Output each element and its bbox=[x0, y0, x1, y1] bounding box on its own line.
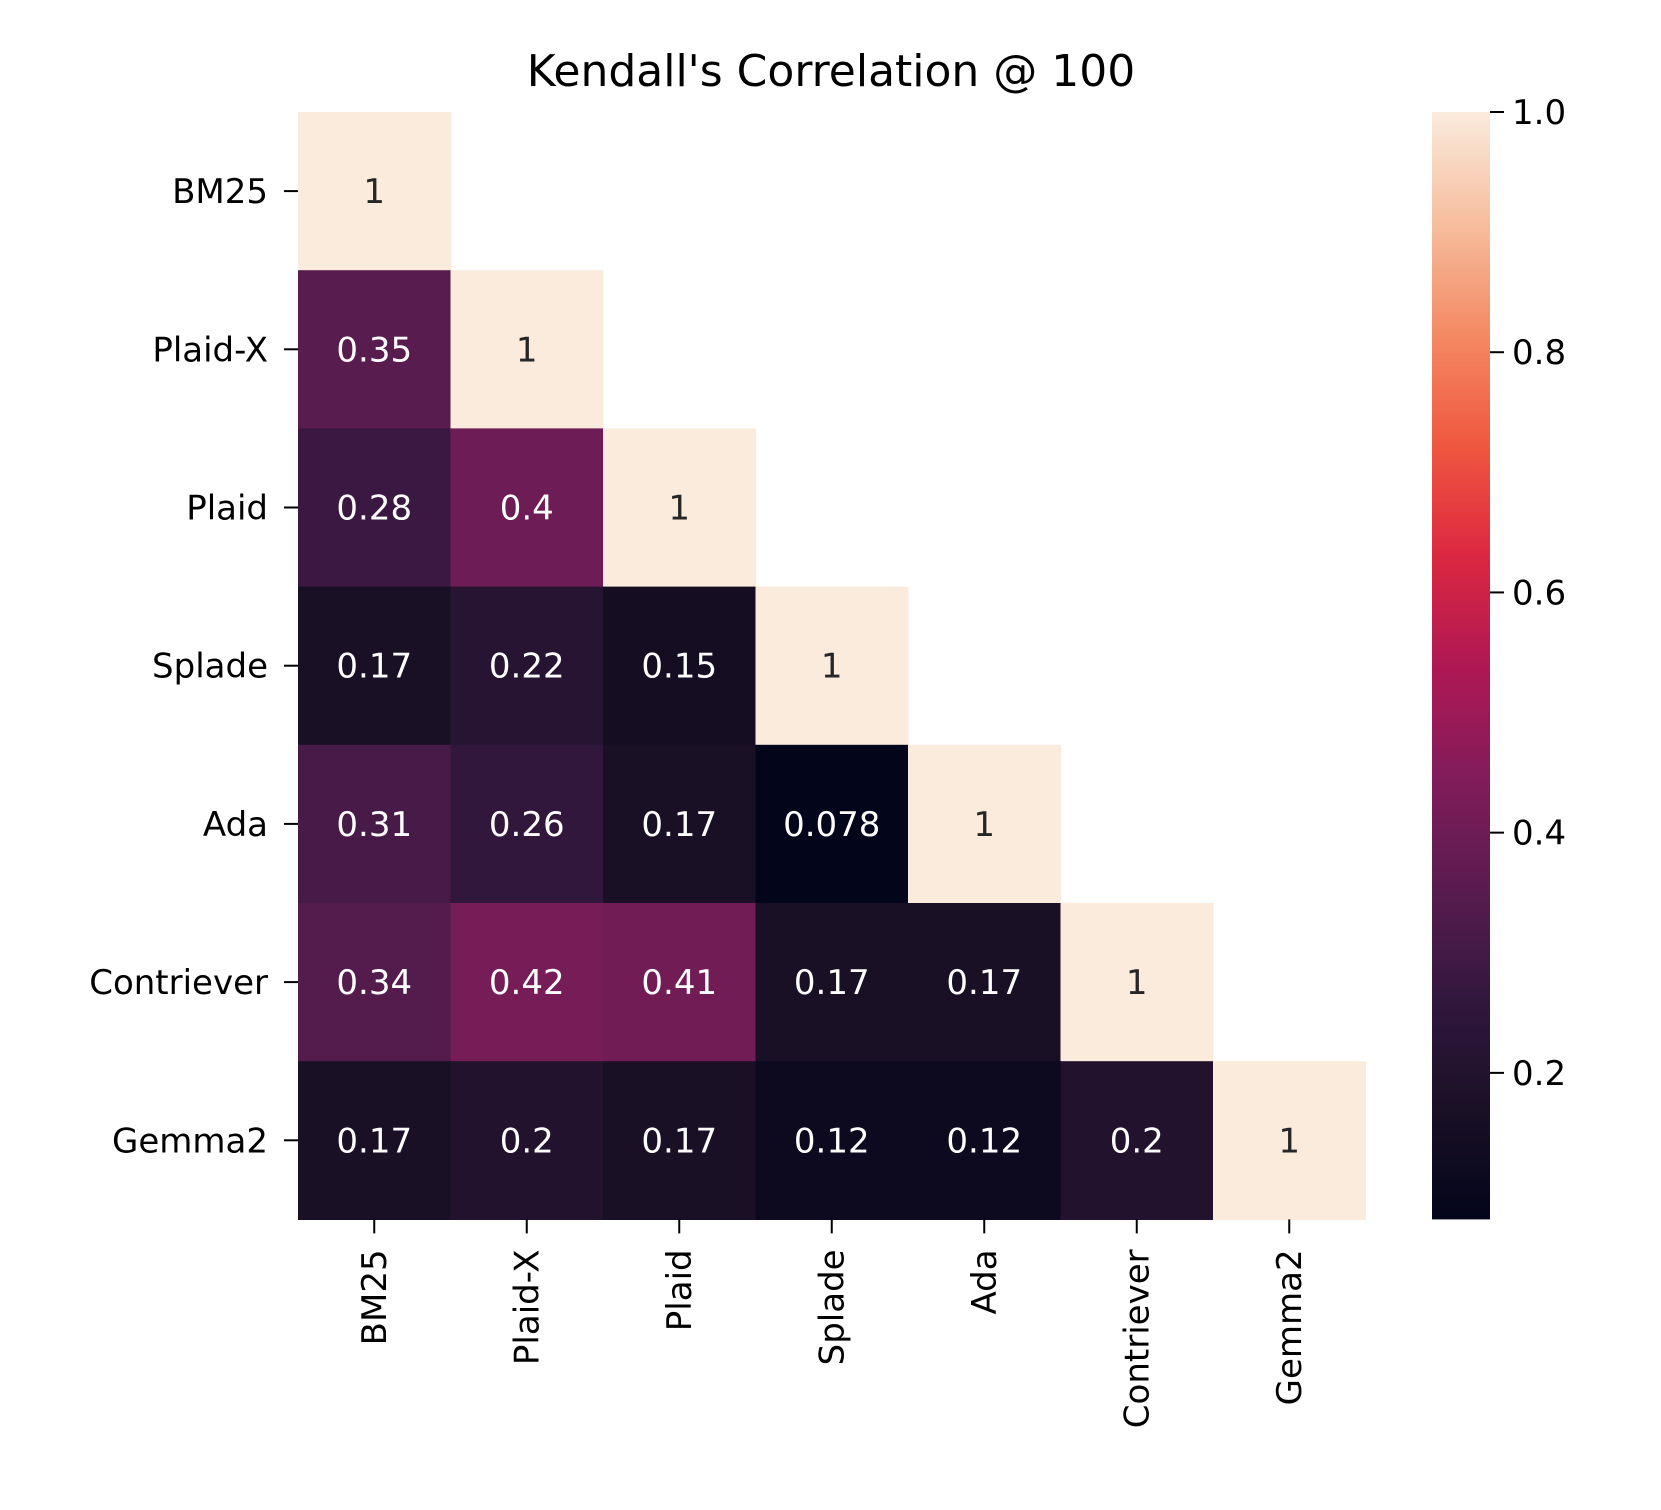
y-axis: BM25 Plaid-X Plaid Splade Ada Contriever Gemma… bbox=[89, 172, 298, 1161]
y-tick-label: Ada bbox=[203, 805, 268, 845]
cell-value-label: 0.42 bbox=[489, 963, 565, 1003]
cell-value-label: 0.26 bbox=[489, 805, 565, 845]
heatmap-cells: 10.35 10.28 0.4 10.17 0.22 0.15 10.31 0.26 0.17 0… bbox=[298, 112, 1367, 1220]
cell-value-label: 1 bbox=[1126, 963, 1148, 1003]
y-tick-label: Plaid-X bbox=[152, 330, 268, 370]
heatmap-cell-ada-bm25 bbox=[298, 744, 452, 904]
cell-value-label: 0.17 bbox=[641, 805, 717, 845]
heatmap-cell-plaid-plaid bbox=[603, 428, 757, 588]
cell-value-label: 0.31 bbox=[336, 805, 412, 845]
y-tick-label: Contriever bbox=[89, 963, 268, 1003]
heatmap-cell-splade-splade bbox=[755, 586, 909, 746]
heatmap-cell-splade-bm25 bbox=[298, 586, 452, 746]
colorbar-tick-label: 1.0 bbox=[1512, 93, 1566, 133]
heatmap-cell-gemma2-plaid bbox=[603, 1061, 757, 1220]
cell-value-label: 0.17 bbox=[794, 963, 870, 1003]
heatmap-cell-ada-plaid bbox=[603, 744, 757, 904]
y-tick-label: Plaid bbox=[186, 489, 268, 529]
cell-value-label: 0.34 bbox=[336, 963, 412, 1003]
cell-value-label: 1 bbox=[516, 330, 538, 370]
x-tick-label: Gemma2 bbox=[1270, 1249, 1310, 1405]
heatmap-cell-contriever-plaid bbox=[603, 903, 757, 1062]
cell-value-label: 0.4 bbox=[500, 489, 554, 529]
cell-value-label: 0.41 bbox=[641, 963, 717, 1003]
heatmap-cell-gemma2-bm25 bbox=[298, 1061, 452, 1220]
cell-value-label: 1 bbox=[821, 647, 843, 687]
cell-value-label: 0.22 bbox=[489, 647, 565, 687]
heatmap-cell-plaid-x-bm25 bbox=[298, 270, 452, 429]
heatmap-cell-gemma2-contriever bbox=[1060, 1061, 1214, 1220]
x-tick-label: Plaid-X bbox=[508, 1249, 548, 1365]
cell-value-label: 0.2 bbox=[500, 1121, 554, 1161]
heatmap-cell-gemma2-gemma2 bbox=[1213, 1061, 1367, 1220]
heatmap-cell-contriever-bm25 bbox=[298, 903, 452, 1062]
x-tick-label: Contriever bbox=[1118, 1249, 1158, 1428]
colorbar: 0.2 0.4 0.6 0.8 1.0 bbox=[1432, 93, 1566, 1220]
cell-value-label: 0.17 bbox=[336, 1121, 412, 1161]
heatmap-cell-ada-ada bbox=[908, 744, 1062, 904]
cell-value-label: 1 bbox=[973, 805, 995, 845]
y-tick-label: BM25 bbox=[172, 172, 268, 212]
y-tick-label: Gemma2 bbox=[112, 1121, 268, 1161]
heatmap-cell-plaid-x-plaid-x bbox=[450, 270, 604, 429]
colorbar-tick-label: 0.8 bbox=[1512, 333, 1566, 373]
heatmap-cell-contriever-contriever bbox=[1060, 903, 1214, 1062]
heatmap-cell-contriever-splade bbox=[755, 903, 909, 1062]
chart-title: Kendall's Correlation @ 100 bbox=[527, 46, 1136, 97]
cell-value-label: 0.12 bbox=[946, 1121, 1022, 1161]
heatmap-cell-contriever-ada bbox=[908, 903, 1062, 1062]
x-tick-label: Ada bbox=[965, 1249, 1005, 1314]
x-tick-label: Splade bbox=[813, 1249, 853, 1365]
cell-value-label: 1 bbox=[363, 172, 385, 212]
colorbar-tick-label: 0.4 bbox=[1512, 814, 1566, 854]
heatmap-cell-gemma2-ada bbox=[908, 1061, 1062, 1220]
heatmap-cell-gemma2-plaid-x bbox=[450, 1061, 604, 1220]
colorbar-tick-label: 0.2 bbox=[1512, 1054, 1566, 1094]
cell-value-label: 0.35 bbox=[336, 330, 412, 370]
cell-value-label: 0.15 bbox=[641, 647, 717, 687]
heatmap-cell-plaid-plaid-x bbox=[450, 428, 604, 588]
heatmap-cell-ada-plaid-x bbox=[450, 744, 604, 904]
cell-value-label: 0.28 bbox=[336, 489, 412, 529]
cell-value-label: 0.17 bbox=[641, 1121, 717, 1161]
heatmap-cell-ada-splade bbox=[755, 744, 909, 904]
cell-value-label: 0.078 bbox=[783, 805, 880, 845]
colorbar-gradient bbox=[1432, 112, 1490, 1220]
cell-value-label: 1 bbox=[668, 489, 690, 529]
cell-value-label: 0.17 bbox=[336, 647, 412, 687]
cell-value-label: 0.17 bbox=[946, 963, 1022, 1003]
heatmap-cell-plaid-bm25 bbox=[298, 428, 452, 588]
heatmap-cell-gemma2-splade bbox=[755, 1061, 909, 1220]
heatmap-cell-splade-plaid-x bbox=[450, 586, 604, 746]
y-tick-label: Splade bbox=[152, 647, 268, 687]
cell-value-label: 0.2 bbox=[1110, 1121, 1164, 1161]
cell-value-label: 1 bbox=[1278, 1121, 1300, 1161]
colorbar-tick-label: 0.6 bbox=[1512, 573, 1566, 613]
x-axis: BM25 Plaid-X Plaid Splade Ada Contriever Gemma… bbox=[355, 1219, 1310, 1428]
heatmap-cell-splade-plaid bbox=[603, 586, 757, 746]
cell-value-label: 0.12 bbox=[794, 1121, 870, 1161]
x-tick-label: Plaid bbox=[660, 1249, 700, 1331]
x-tick-label: BM25 bbox=[355, 1249, 395, 1345]
heatmap-cell-bm25-bm25 bbox=[298, 112, 452, 271]
heatmap-cell-contriever-plaid-x bbox=[450, 903, 604, 1062]
